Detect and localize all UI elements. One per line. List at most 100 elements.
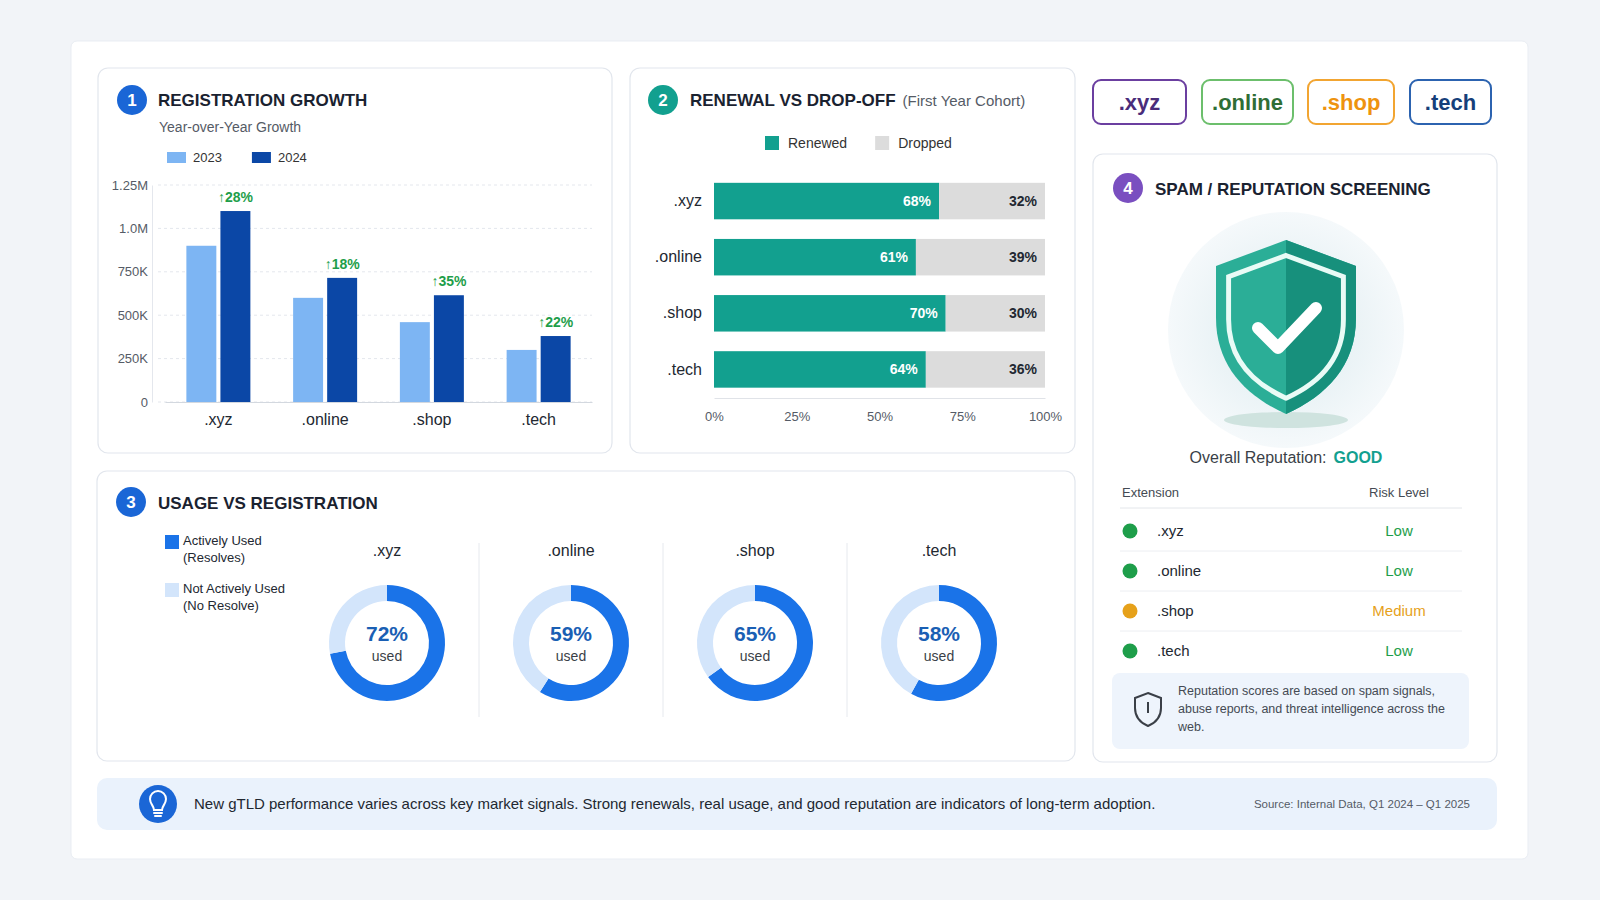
overall-reputation: Overall Reputation:GOOD <box>1190 449 1383 466</box>
tick: .xyz <box>204 411 232 428</box>
tick-label: .shop <box>412 411 451 428</box>
legend-line: Not Actively Used <box>183 581 285 596</box>
legend-label: Dropped <box>898 135 952 151</box>
legend-swatch <box>165 583 179 597</box>
annotation: ↑35% <box>431 273 467 289</box>
data-label: 30% <box>1009 305 1038 321</box>
data-label: 58% <box>918 622 960 645</box>
donut: 59% used <box>513 585 629 701</box>
bar <box>916 239 1045 275</box>
center-label: used <box>924 648 954 664</box>
note-line: Reputation scores are based on spam sign… <box>1178 684 1435 698</box>
legend-swatch <box>252 152 271 163</box>
tick-label: .xyz <box>204 411 232 428</box>
legend-swatch <box>765 136 779 150</box>
annotation: ↑18% <box>325 256 361 272</box>
tick-label: 1.0M <box>119 221 148 236</box>
risk-dot <box>1123 604 1138 619</box>
chart-root: 1REGISTRATION GROWTHYear-over-Year Growt… <box>0 0 1600 900</box>
shield <box>1216 240 1356 414</box>
shield-body <box>1216 240 1356 414</box>
tick: .shop <box>663 304 702 321</box>
axis: 0 250K 500K 750K 1.0M 1.25M <box>112 178 153 410</box>
tick: 1.25M <box>112 178 152 193</box>
legend-swatch <box>875 136 889 150</box>
separator <box>479 543 480 717</box>
tick: 75% <box>950 398 976 424</box>
tick: 0% <box>705 398 724 424</box>
footer-source: Source: Internal Data, Q1 2024 – Q1 2025 <box>1254 798 1470 810</box>
shield-rim <box>1229 255 1344 398</box>
bar <box>507 350 537 402</box>
tick: 0 <box>141 395 152 410</box>
legend: RenewedDropped <box>765 135 952 151</box>
rule <box>1120 591 1462 592</box>
chip-label: .xyz <box>1119 90 1161 115</box>
badge-circle <box>117 85 147 115</box>
risk-dot <box>1123 644 1138 659</box>
chip-box <box>1093 80 1186 124</box>
data-label: 65% <box>734 622 776 645</box>
bar <box>714 351 926 387</box>
bar <box>434 295 464 402</box>
bar <box>946 295 1045 331</box>
tick: .tech <box>667 361 702 378</box>
column-head: Risk Level <box>1369 485 1429 500</box>
note-line: web. <box>1177 720 1204 734</box>
badge-circle <box>648 85 678 115</box>
badge-label: 2 <box>658 91 667 110</box>
panel-title: USAGE VS REGISTRATION <box>158 494 378 513</box>
data-label: 68% <box>903 193 932 209</box>
tick-label: .tech <box>521 411 556 428</box>
tick-label: 75% <box>950 409 976 424</box>
data-label: 59% <box>550 622 592 645</box>
badge-label: 1 <box>127 91 136 110</box>
donut-title: .tech <box>922 542 957 559</box>
rule <box>1120 508 1462 509</box>
legend-label: 2024 <box>278 150 307 165</box>
bar <box>541 336 571 402</box>
tick: .online <box>302 411 349 428</box>
tick: 1.0M <box>119 221 152 236</box>
axis-line <box>715 398 1046 399</box>
tick-label: 750K <box>118 264 149 279</box>
rule <box>1120 551 1462 552</box>
note-icon <box>1135 693 1161 726</box>
shield-shadow <box>1224 412 1348 428</box>
tick: .tech <box>521 411 556 428</box>
tag-chip: .xyz <box>1093 80 1186 124</box>
data-labels: 68%32%61%39%70%30%64%36% <box>880 193 1038 377</box>
tick: 500K <box>118 308 152 323</box>
donut-title: .xyz <box>373 542 401 559</box>
tick-label: 1.25M <box>112 178 148 193</box>
bar <box>327 278 357 402</box>
panel-badge: 4 <box>1113 173 1143 203</box>
panel <box>97 471 1075 761</box>
panel-subtitle: Year-over-Year Growth <box>159 119 301 135</box>
note-box <box>1112 673 1469 749</box>
donut-title: .shop <box>735 542 774 559</box>
bar <box>714 239 916 275</box>
chip-label: .tech <box>1425 90 1476 115</box>
legend-label: Not Actively Used(No Resolve) <box>183 581 285 613</box>
panel <box>1093 154 1497 762</box>
axis: 0%25%50%75%100% <box>705 398 1062 424</box>
overall-value: GOOD <box>1334 449 1383 466</box>
note-text: Reputation scores are based on spam sign… <box>1177 684 1445 734</box>
extension: .online <box>1157 562 1201 579</box>
chip-box <box>1308 80 1394 124</box>
tick: 750K <box>118 264 152 279</box>
dashboard: 1REGISTRATION GROWTHYear-over-Year Growt… <box>0 0 1600 900</box>
tick: .online <box>655 248 702 265</box>
chip-label: .shop <box>1322 90 1381 115</box>
risk-dot <box>1123 524 1138 539</box>
tick-label: 25% <box>784 409 810 424</box>
tag-chip: .tech <box>1410 80 1491 124</box>
footer-text: New gTLD performance varies across key m… <box>194 795 1155 812</box>
bar <box>186 246 216 402</box>
center-label: used <box>556 648 586 664</box>
data-label: 39% <box>1009 249 1038 265</box>
tick-label: .tech <box>667 361 702 378</box>
tick-label: 250K <box>118 351 149 366</box>
data-label: 32% <box>1009 193 1038 209</box>
